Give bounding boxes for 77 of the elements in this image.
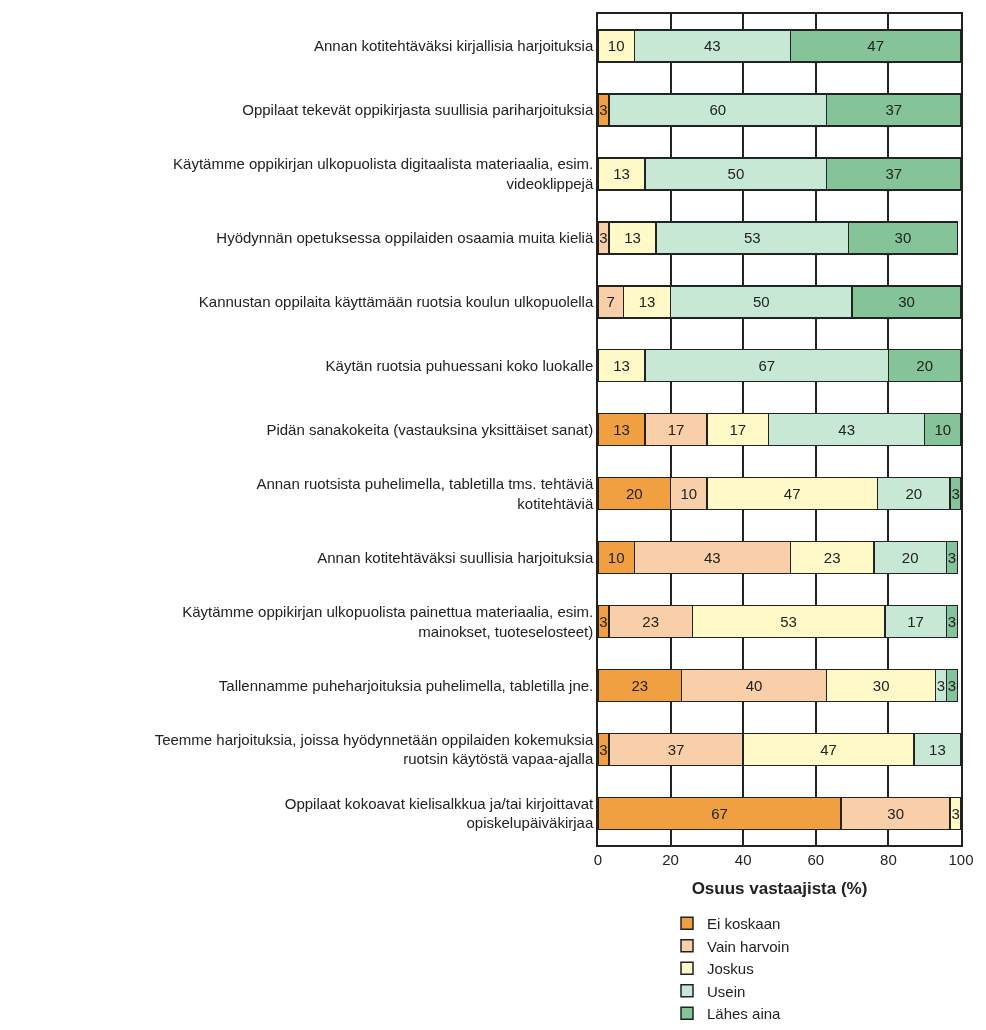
legend-label: Joskus xyxy=(707,960,754,978)
data-label: 37 xyxy=(885,101,903,119)
data-label: 13 xyxy=(613,421,630,439)
data-label: 30 xyxy=(887,804,904,822)
y-tick-label: Annan kotitehtäväksi suullisia harjoituksia xyxy=(317,548,594,566)
y-tick-label: Käytämme oppikirjan ulkopuolista painettua materiaalia, esim. mainokset, tuoteselosteet) xyxy=(182,603,594,640)
data-label: 3 xyxy=(947,549,957,567)
data-label: 47 xyxy=(867,37,885,55)
data-label: 17 xyxy=(729,421,747,439)
data-label: 43 xyxy=(704,37,721,55)
data-label: 20 xyxy=(901,549,919,567)
x-tick-label: 60 xyxy=(807,851,825,869)
data-label: 10 xyxy=(607,37,625,55)
data-label: 40 xyxy=(745,676,763,694)
data-label: 10 xyxy=(934,421,952,439)
data-label: 3 xyxy=(936,676,946,694)
data-label: 60 xyxy=(709,101,727,119)
y-tick-label: Käytämme oppikirjan ulkopuolista digitaalista materiaalia, esim. videoklippejä xyxy=(173,155,594,192)
legend-label: Usein xyxy=(707,982,746,1000)
data-label: 20 xyxy=(625,485,643,503)
y-tick-label: Käytän ruotsia puhuessani koko luokalle xyxy=(325,356,594,374)
legend-label: Lähes aina xyxy=(707,1005,782,1023)
data-label: 23 xyxy=(631,676,649,694)
data-label: 30 xyxy=(872,676,890,694)
x-axis-title: Osuus vastaajista (%) xyxy=(691,879,868,898)
y-tick-label: Kannustan oppilaita käyttämään ruotsia koulun ulkopuolella xyxy=(198,293,594,311)
data-label: 67 xyxy=(758,357,776,375)
data-label: 3 xyxy=(599,613,608,631)
data-label: 20 xyxy=(905,485,923,503)
data-label: 23 xyxy=(823,549,841,567)
data-label: 67 xyxy=(711,804,728,822)
x-tick-label: 40 xyxy=(734,851,752,869)
x-tick-label: 20 xyxy=(662,851,679,869)
data-label: 13 xyxy=(929,740,946,758)
data-label: 37 xyxy=(667,740,685,758)
data-label: 23 xyxy=(642,613,659,631)
x-tick-label: 80 xyxy=(880,851,897,869)
data-label: 13 xyxy=(638,293,656,311)
data-label: 20 xyxy=(916,357,934,375)
data-label: 37 xyxy=(885,165,903,183)
x-tick-label: 100 xyxy=(948,851,974,869)
data-label: 3 xyxy=(947,676,957,694)
legend-label: Vain harvoin xyxy=(707,937,790,955)
data-label: 43 xyxy=(838,421,855,439)
data-label: 3 xyxy=(951,485,960,503)
data-label: 3 xyxy=(951,804,960,822)
y-tick-label: Tallennamme puheharjoituksia puhelimella, tabletilla jne. xyxy=(218,676,594,694)
data-label: 30 xyxy=(898,293,915,311)
y-tick-label: Hyödynnän opetuksessa oppilaiden osaamia muita kieliä xyxy=(216,229,594,247)
legend-label: Ei koskaan xyxy=(707,915,781,933)
data-label: 17 xyxy=(667,421,685,439)
data-label: 53 xyxy=(780,613,797,631)
data-label: 30 xyxy=(894,229,912,247)
data-label: 43 xyxy=(704,549,721,567)
y-tick-label: Annan kotitehtäväksi kirjallisia harjoituksia xyxy=(313,37,594,55)
data-label: 47 xyxy=(783,485,801,503)
data-label: 17 xyxy=(907,613,924,631)
data-label: 47 xyxy=(820,740,837,758)
data-label: 3 xyxy=(599,740,608,758)
data-label: 50 xyxy=(727,165,745,183)
y-tick-label: Annan ruotsista puhelimella, tabletilla tms. tehtäviä kotitehtäviä xyxy=(256,475,594,512)
data-label: 10 xyxy=(607,549,625,567)
data-label: 3 xyxy=(947,613,957,631)
data-label: 13 xyxy=(624,229,641,247)
data-label: 3 xyxy=(599,229,608,247)
data-label: 53 xyxy=(743,229,761,247)
data-label: 10 xyxy=(680,485,698,503)
y-tick-label: Teemme harjoituksia, joissa hyödynnetään oppilaiden kokemuksia ruotsin käytöstä vapaa-ajalla xyxy=(154,730,594,768)
data-label: 3 xyxy=(599,101,608,119)
data-label: 13 xyxy=(613,165,630,183)
data-label: 13 xyxy=(613,357,630,375)
x-tick-label: 0 xyxy=(593,851,603,869)
y-tick-label: Oppilaat tekevät oppikirjasta suullisia pariharjoituksia xyxy=(242,101,594,119)
y-tick-label: Pidän sanakokeita (vastauksina yksittäiset sanat) xyxy=(266,420,594,438)
y-tick-label: Oppilaat kokoavat kielisalkkua ja/tai kirjoittavat opiskelupäiväkirjaa xyxy=(284,794,595,832)
data-label: 7 xyxy=(606,293,615,311)
data-label: 50 xyxy=(753,293,770,311)
